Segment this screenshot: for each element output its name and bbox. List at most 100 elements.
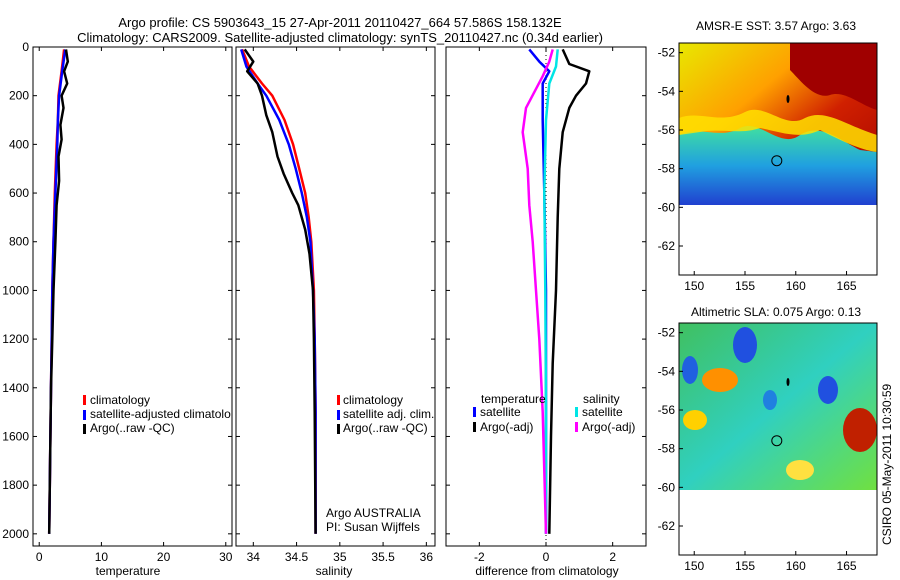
temperature-panel: 0 10 20 30 0 200 400 600 800 1000 1200 1400 1600 1800… [2, 40, 232, 578]
map-y-tick-label: -60 [658, 200, 676, 214]
legend-swatch-temp-satellite [473, 407, 476, 417]
difference-profile-lines [521, 47, 591, 546]
x-tick-label: 35 [333, 550, 347, 564]
legend-label-climatology: climatology [90, 393, 150, 407]
x-tick-label: 35.5 [371, 550, 395, 564]
sst-warm-core [790, 43, 877, 110]
series-line-satellite-adj-clim [240, 49, 317, 534]
temperature-xlabel: temperature [96, 564, 161, 578]
y-tick-label: 2000 [2, 527, 29, 541]
y-tick-label: 1400 [2, 381, 29, 395]
map-y-tick-label: -54 [658, 84, 676, 98]
map-y-tick-label: -54 [658, 364, 676, 378]
y-tick-label: 1200 [2, 332, 29, 346]
map-y-tick-label: -56 [658, 123, 676, 137]
sla-axis-ticks: 150 155 160 165 -52 -54 -56 -58 -60 -62 [658, 326, 857, 573]
sla-anomaly-low-2 [818, 376, 838, 404]
y-tick-label: 1000 [2, 283, 29, 297]
legend-swatch-argo [337, 424, 340, 434]
sst-front-band [679, 109, 877, 152]
legend-label-climatology: climatology [343, 393, 403, 407]
sla-anomaly-low-1 [733, 327, 757, 363]
map-x-tick-label: 165 [837, 559, 857, 573]
legend-swatch-satellite [83, 410, 86, 420]
sla-heatmap [679, 323, 877, 490]
salinity-legend: climatology satellite adj. clim. Argo(..… [337, 393, 434, 435]
series-line-salinity-satellite [543, 49, 559, 534]
x-tick-label: 10 [95, 550, 109, 564]
y-tick-label: 1600 [2, 429, 29, 443]
map-y-tick-label: -58 [658, 442, 676, 456]
sla-float-track-marker [786, 378, 790, 386]
y-tick-label: 0 [22, 40, 29, 54]
legend-label-temp-satellite: satellite [480, 405, 521, 419]
temperature-profile-lines [47, 49, 70, 534]
x-tick-label: 20 [157, 550, 171, 564]
legend-label-argo: Argo(..raw -QC) [90, 421, 175, 435]
map-y-tick-label: -60 [658, 480, 676, 494]
x-tick-label: 0 [36, 550, 43, 564]
series-line-satellite-adjusted-climatolo [47, 49, 67, 534]
legend-label-sal-argo: Argo(-adj) [582, 420, 635, 434]
sla-anomaly-high-4 [786, 460, 814, 480]
legend-label-satellite: satellite adj. clim. [343, 407, 434, 421]
float-pi-annotation: PI: Susan Wijffels [326, 520, 420, 534]
legend-swatch-sal-argo [575, 422, 578, 432]
legend-title-salinity: salinity [583, 392, 620, 406]
series-line-argo-raw-qc [243, 48, 317, 534]
legend-label-satellite: satellite-adjusted climatolo [90, 407, 231, 421]
map-y-tick-label: -52 [658, 326, 676, 340]
map-x-tick-label: 150 [684, 559, 704, 573]
figure-title-line2: Climatology: CARS2009. Satellite-adjuste… [77, 30, 603, 45]
map-x-tick-label: 150 [684, 279, 704, 293]
difference-panel: -2 0 2 difference from climatology tempera… [445, 46, 647, 578]
sla-anomaly-low-3 [682, 356, 698, 384]
sst-float-track-marker [786, 95, 790, 103]
legend-swatch-argo [83, 424, 86, 434]
legend-swatch-climatology [83, 395, 86, 405]
legend-label-temp-argo: Argo(-adj) [480, 420, 533, 434]
salinity-profile-lines [240, 48, 317, 534]
map-y-tick-label: -56 [658, 403, 676, 417]
map-x-tick-label: 165 [837, 279, 857, 293]
legend-swatch-satellite [337, 410, 340, 420]
map-x-tick-label: 155 [735, 279, 755, 293]
legend-swatch-temp-argo [473, 422, 476, 432]
difference-legend: temperature satellite Argo(-adj) salinit… [473, 392, 635, 434]
map-x-tick-label: 160 [786, 559, 806, 573]
map-y-tick-label: -62 [658, 519, 676, 533]
sla-float-position-marker [771, 435, 783, 447]
sla-map-title: Altimetric SLA: 0.075 Argo: 0.13 [691, 305, 861, 319]
y-tick-label: 1800 [2, 478, 29, 492]
x-tick-label: 36 [420, 550, 434, 564]
x-tick-label: 2 [609, 550, 616, 564]
x-tick-label: 0 [543, 550, 550, 564]
map-y-tick-label: -52 [658, 46, 676, 60]
salinity-plot-frame [235, 46, 436, 547]
y-tick-label: 400 [9, 137, 29, 151]
y-tick-label: 600 [9, 186, 29, 200]
legend-title-temperature: temperature [481, 392, 546, 406]
sla-map-panel: Altimetric SLA: 0.075 Argo: 0.13 150 155 1… [658, 305, 878, 573]
sst-map-title: AMSR-E SST: 3.57 Argo: 3.63 [696, 19, 856, 33]
sla-anomaly-low-4 [763, 390, 777, 410]
temperature-legend: climatology satellite-adjusted climatolo… [83, 393, 231, 435]
map-y-tick-label: -58 [658, 162, 676, 176]
series-line-temperature-argo-adj [548, 48, 591, 534]
float-owner-annotation: Argo AUSTRALIA [326, 506, 421, 520]
x-tick-label: -2 [474, 550, 485, 564]
salinity-panel: 34 34.5 35 35.5 36 salinity climatology sate… [235, 46, 436, 578]
map-y-tick-label: -62 [658, 239, 676, 253]
series-line-argo-raw-qc [47, 49, 70, 534]
legend-swatch-climatology [337, 395, 340, 405]
map-x-tick-label: 155 [735, 559, 755, 573]
temperature-plot-frame [32, 46, 233, 547]
series-line-salinity-argo-adj [521, 49, 554, 534]
sst-map-panel: AMSR-E SST: 3.57 Argo: 3.63 150 155 160 165… [658, 19, 878, 293]
sst-float-position-marker [771, 155, 783, 167]
salinity-xlabel: salinity [316, 564, 353, 578]
temperature-axis-ticks: 0 10 20 30 0 200 400 600 800 1000 1200 1400 1600 1800… [2, 40, 232, 564]
x-tick-label: 34 [247, 550, 261, 564]
legend-label-sal-satellite: satellite [582, 405, 623, 419]
